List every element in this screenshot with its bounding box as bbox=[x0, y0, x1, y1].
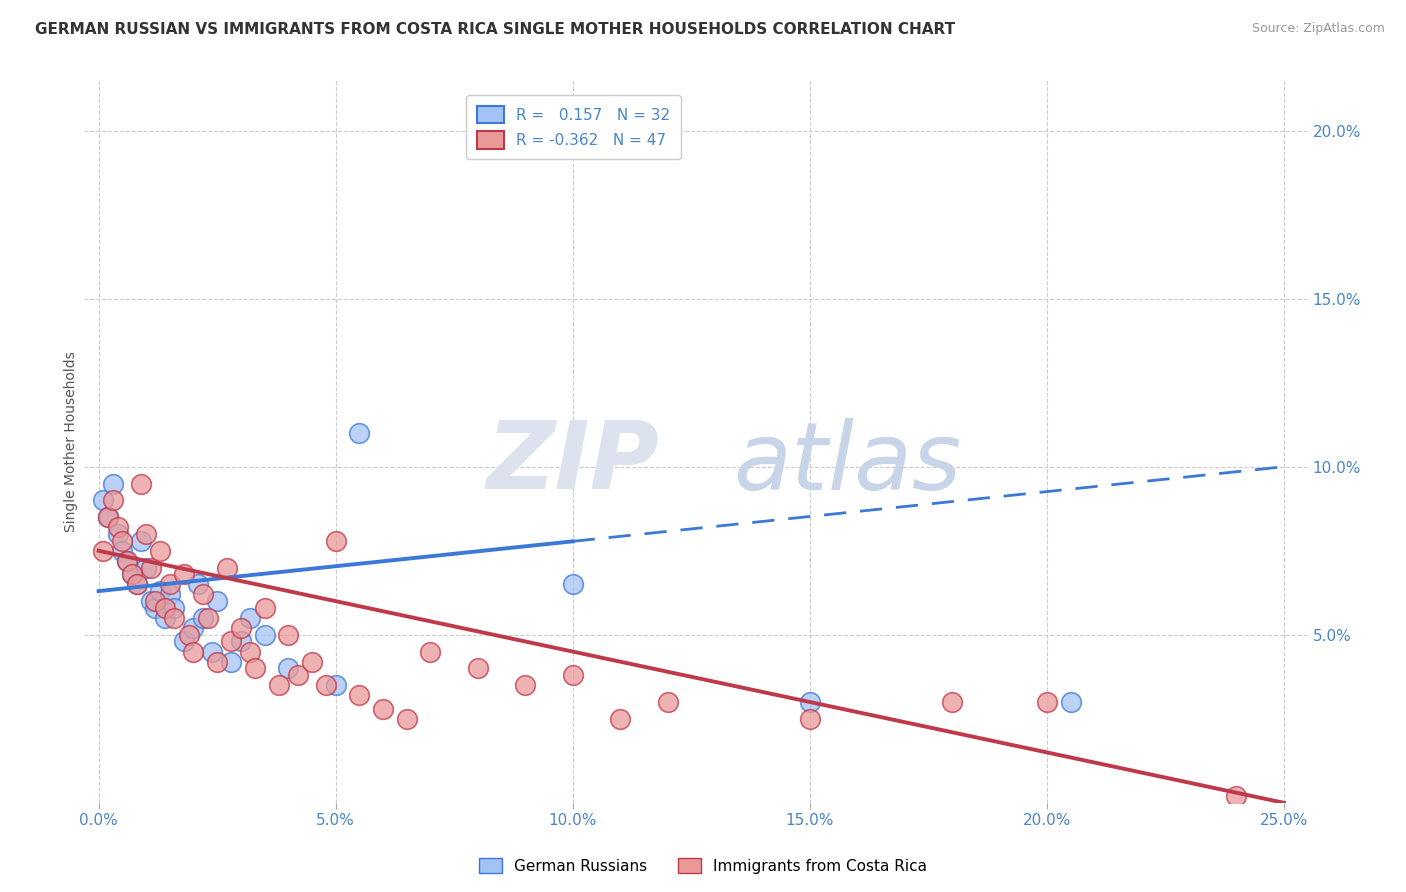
Point bbox=[561, 577, 583, 591]
Point bbox=[149, 543, 172, 558]
Point bbox=[139, 594, 162, 608]
Point bbox=[91, 543, 114, 558]
Point bbox=[253, 628, 276, 642]
Point bbox=[97, 510, 120, 524]
Point bbox=[191, 587, 214, 601]
Point bbox=[97, 510, 120, 524]
Point bbox=[115, 554, 138, 568]
Point bbox=[799, 712, 821, 726]
Point bbox=[201, 644, 224, 658]
Point bbox=[349, 688, 371, 702]
Point bbox=[215, 560, 238, 574]
Point bbox=[139, 560, 162, 574]
Point bbox=[135, 527, 157, 541]
Point bbox=[609, 712, 631, 726]
Point bbox=[1059, 695, 1081, 709]
Point bbox=[111, 543, 134, 558]
Point bbox=[101, 476, 124, 491]
Point bbox=[239, 611, 262, 625]
Point bbox=[205, 655, 228, 669]
Point bbox=[349, 426, 371, 441]
Point bbox=[121, 567, 143, 582]
Point bbox=[191, 611, 214, 625]
Point bbox=[125, 577, 148, 591]
Legend: R =   0.157   N = 32, R = -0.362   N = 47: R = 0.157 N = 32, R = -0.362 N = 47 bbox=[465, 95, 682, 160]
Point bbox=[183, 621, 205, 635]
Point bbox=[267, 678, 290, 692]
Point bbox=[153, 611, 176, 625]
Point bbox=[149, 584, 172, 599]
Point bbox=[101, 493, 124, 508]
Point bbox=[395, 712, 418, 726]
Point bbox=[229, 621, 252, 635]
Point bbox=[371, 702, 394, 716]
Point bbox=[115, 554, 138, 568]
Point bbox=[229, 634, 252, 648]
Text: GERMAN RUSSIAN VS IMMIGRANTS FROM COSTA RICA SINGLE MOTHER HOUSEHOLDS CORRELATIO: GERMAN RUSSIAN VS IMMIGRANTS FROM COSTA … bbox=[35, 22, 955, 37]
Point bbox=[173, 634, 195, 648]
Point bbox=[221, 655, 243, 669]
Point bbox=[277, 628, 299, 642]
Point bbox=[173, 567, 195, 582]
Point bbox=[253, 600, 276, 615]
Point bbox=[287, 668, 309, 682]
Point bbox=[799, 695, 821, 709]
Point bbox=[325, 533, 347, 548]
Point bbox=[301, 655, 323, 669]
Point bbox=[121, 567, 143, 582]
Point bbox=[941, 695, 963, 709]
Point bbox=[239, 644, 262, 658]
Point bbox=[197, 611, 219, 625]
Point bbox=[107, 520, 129, 534]
Point bbox=[657, 695, 679, 709]
Point bbox=[153, 600, 176, 615]
Point bbox=[163, 611, 186, 625]
Legend: German Russians, Immigrants from Costa Rica: German Russians, Immigrants from Costa R… bbox=[472, 852, 934, 880]
Point bbox=[243, 661, 266, 675]
Point bbox=[183, 644, 205, 658]
Point bbox=[467, 661, 489, 675]
Point bbox=[205, 594, 228, 608]
Point bbox=[177, 628, 200, 642]
Point bbox=[1225, 789, 1247, 803]
Point bbox=[163, 600, 186, 615]
Point bbox=[125, 577, 148, 591]
Point bbox=[561, 668, 583, 682]
Point bbox=[187, 577, 209, 591]
Point bbox=[145, 594, 167, 608]
Point bbox=[129, 476, 152, 491]
Text: Source: ZipAtlas.com: Source: ZipAtlas.com bbox=[1251, 22, 1385, 36]
Point bbox=[277, 661, 299, 675]
Point bbox=[1036, 695, 1059, 709]
Point bbox=[419, 644, 441, 658]
Y-axis label: Single Mother Households: Single Mother Households bbox=[65, 351, 79, 532]
Point bbox=[159, 587, 181, 601]
Point bbox=[145, 600, 167, 615]
Point bbox=[91, 493, 114, 508]
Point bbox=[111, 533, 134, 548]
Point bbox=[129, 533, 152, 548]
Point bbox=[135, 560, 157, 574]
Point bbox=[315, 678, 337, 692]
Point bbox=[159, 577, 181, 591]
Point bbox=[221, 634, 243, 648]
Point bbox=[325, 678, 347, 692]
Text: ZIP: ZIP bbox=[486, 417, 659, 509]
Point bbox=[515, 678, 537, 692]
Point bbox=[107, 527, 129, 541]
Text: atlas: atlas bbox=[733, 417, 960, 508]
